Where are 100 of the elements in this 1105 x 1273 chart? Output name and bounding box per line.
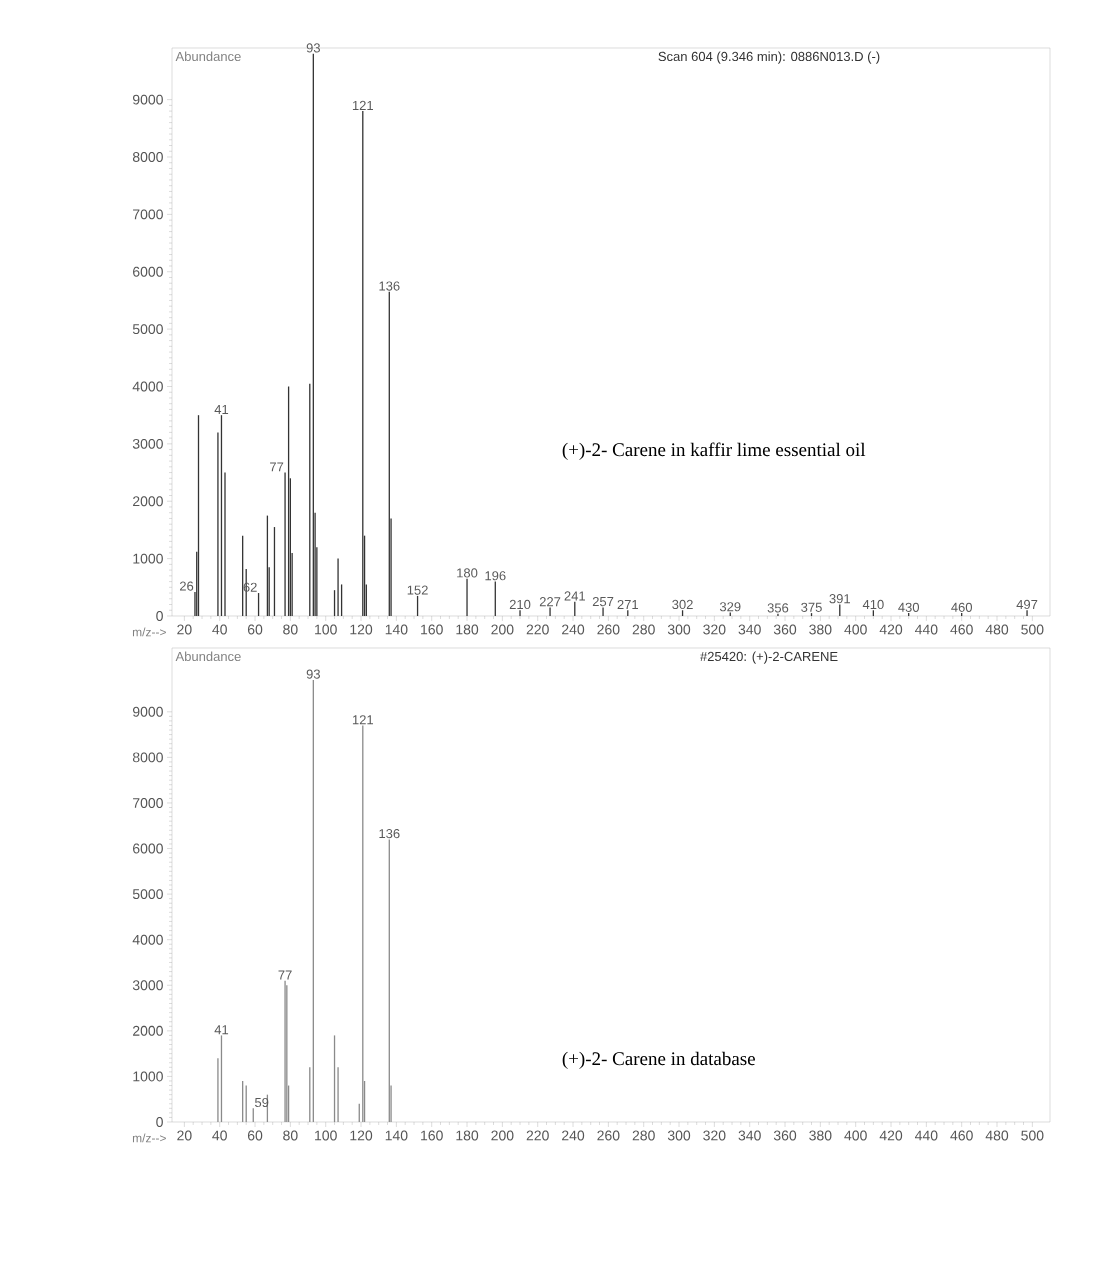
x-tick-label: 380	[809, 1130, 832, 1141]
x-tick-label: 500	[1021, 1130, 1044, 1141]
annotation: (+)-2- Carene in database	[562, 1051, 755, 1069]
annotation: 136	[379, 281, 400, 291]
annotation: 302	[672, 599, 693, 610]
x-tick-label: 220	[526, 624, 549, 635]
annotation: 210	[509, 599, 531, 610]
x-tick-label: 60	[247, 624, 263, 635]
x-tick-label: 320	[703, 1130, 726, 1141]
y-tick-label: 2000	[133, 1025, 163, 1036]
x-tick-label: 420	[879, 1130, 903, 1141]
x-tick-label: 340	[738, 1130, 761, 1141]
x-tick-label: 240	[562, 1130, 585, 1141]
annotation: 271	[617, 599, 639, 610]
x-tick-label: 200	[491, 1130, 514, 1141]
x-tick-label: 300	[667, 624, 691, 635]
y-tick-label: 1000	[133, 553, 163, 564]
x-tick-label: 180	[456, 624, 479, 635]
x-tick-label: 300	[667, 1130, 691, 1141]
x-tick-label: 480	[985, 624, 1009, 635]
y-tick-label: 5000	[132, 889, 163, 900]
y-tick-label: 6000	[133, 266, 163, 277]
x-tick-label: 60	[247, 1130, 263, 1141]
annotation: 410	[862, 599, 884, 610]
y-tick-label: 0	[156, 1117, 163, 1127]
y-tick-label: 9000	[132, 706, 163, 717]
annotation: 196	[485, 571, 506, 581]
annotation: 26	[179, 581, 194, 591]
x-tick-label: 440	[914, 624, 938, 635]
x-tick-label: 140	[385, 624, 408, 635]
annotation: 430	[898, 602, 920, 612]
x-tick-label: 360	[773, 1130, 797, 1141]
y-tick-label: 8000	[132, 152, 163, 162]
annotation: 460	[951, 602, 973, 612]
annotation: 152	[407, 585, 428, 595]
x-tick-label: 100	[315, 1130, 337, 1141]
x-tick-label: 120	[350, 624, 373, 635]
x-tick-label: 40	[212, 624, 227, 635]
annotation: 41	[214, 1025, 229, 1035]
annotation: 93	[306, 669, 320, 679]
annotation: 121	[352, 100, 374, 110]
y-tick-label: 0	[156, 611, 163, 621]
y-tick-label: 4000	[132, 381, 163, 392]
annotation: (+)-2- Carene in kaffir lime essential oil	[562, 442, 866, 460]
x-axis-title: m/z-->	[132, 1133, 166, 1143]
x-tick-label: 440	[914, 1130, 938, 1141]
x-tick-label: 260	[597, 1130, 620, 1141]
annotation: 241	[564, 591, 586, 601]
y-tick-label: 9000	[132, 94, 163, 105]
x-tick-label: 20	[177, 1130, 192, 1141]
x-tick-label: 500	[1021, 624, 1044, 635]
annotation: 257	[592, 596, 614, 607]
x-tick-label: 20	[177, 624, 192, 635]
y-tick-label: 3000	[132, 438, 163, 449]
y-tick-label: 1000	[133, 1071, 163, 1082]
x-tick-label: 200	[491, 624, 514, 635]
annotation: 41	[214, 405, 229, 414]
x-tick-label: 220	[526, 1130, 549, 1141]
x-tick-label: 280	[632, 1130, 655, 1141]
annotation: 136	[379, 829, 400, 839]
y-tick-label: 5000	[132, 324, 163, 335]
annotation: 497	[1016, 599, 1038, 610]
x-tick-label: 180	[456, 1130, 479, 1141]
x-tick-label: 80	[283, 1130, 298, 1141]
x-tick-label: 280	[632, 624, 655, 635]
x-tick-label: 360	[773, 624, 797, 635]
x-tick-label: 100	[315, 624, 337, 635]
x-tick-label: 80	[283, 624, 298, 635]
x-axis-title: m/z-->	[132, 627, 166, 637]
y-tick-label: 8000	[132, 752, 163, 763]
x-tick-label: 460	[950, 1130, 973, 1141]
annotation: 93	[306, 43, 320, 53]
x-tick-label: 40	[212, 1130, 227, 1141]
x-tick-label: 400	[844, 624, 867, 635]
x-tick-label: 260	[597, 624, 620, 635]
annotation: 391	[829, 594, 850, 604]
x-tick-label: 120	[350, 1130, 373, 1141]
y-axis-title: Abundance	[175, 51, 241, 62]
annotation: 180	[457, 568, 478, 578]
chart-title: #25420: (+)-2-CARENE	[700, 651, 838, 664]
y-axis-title: Abundance	[175, 651, 241, 662]
y-tick-label: 7000	[133, 797, 163, 808]
x-tick-label: 480	[985, 1130, 1009, 1141]
x-tick-label: 160	[421, 1130, 443, 1141]
x-tick-label: 460	[950, 624, 973, 635]
x-tick-label: 160	[421, 624, 443, 635]
x-tick-label: 140	[385, 1130, 408, 1141]
annotation: 227	[539, 597, 561, 607]
x-tick-label: 240	[562, 624, 585, 635]
annotation: 356	[767, 603, 789, 613]
x-tick-label: 340	[738, 624, 761, 635]
x-tick-label: 320	[703, 624, 726, 635]
annotation: 77	[270, 462, 284, 472]
y-tick-label: 3000	[132, 980, 163, 991]
chart-title: Scan 604 (9.346 min): 0886N013.D (-)	[658, 51, 880, 64]
x-tick-label: 420	[879, 624, 903, 635]
annotation: 375	[801, 602, 822, 612]
y-tick-label: 2000	[133, 496, 163, 507]
annotation: 121	[352, 715, 374, 725]
y-tick-label: 6000	[133, 843, 163, 854]
